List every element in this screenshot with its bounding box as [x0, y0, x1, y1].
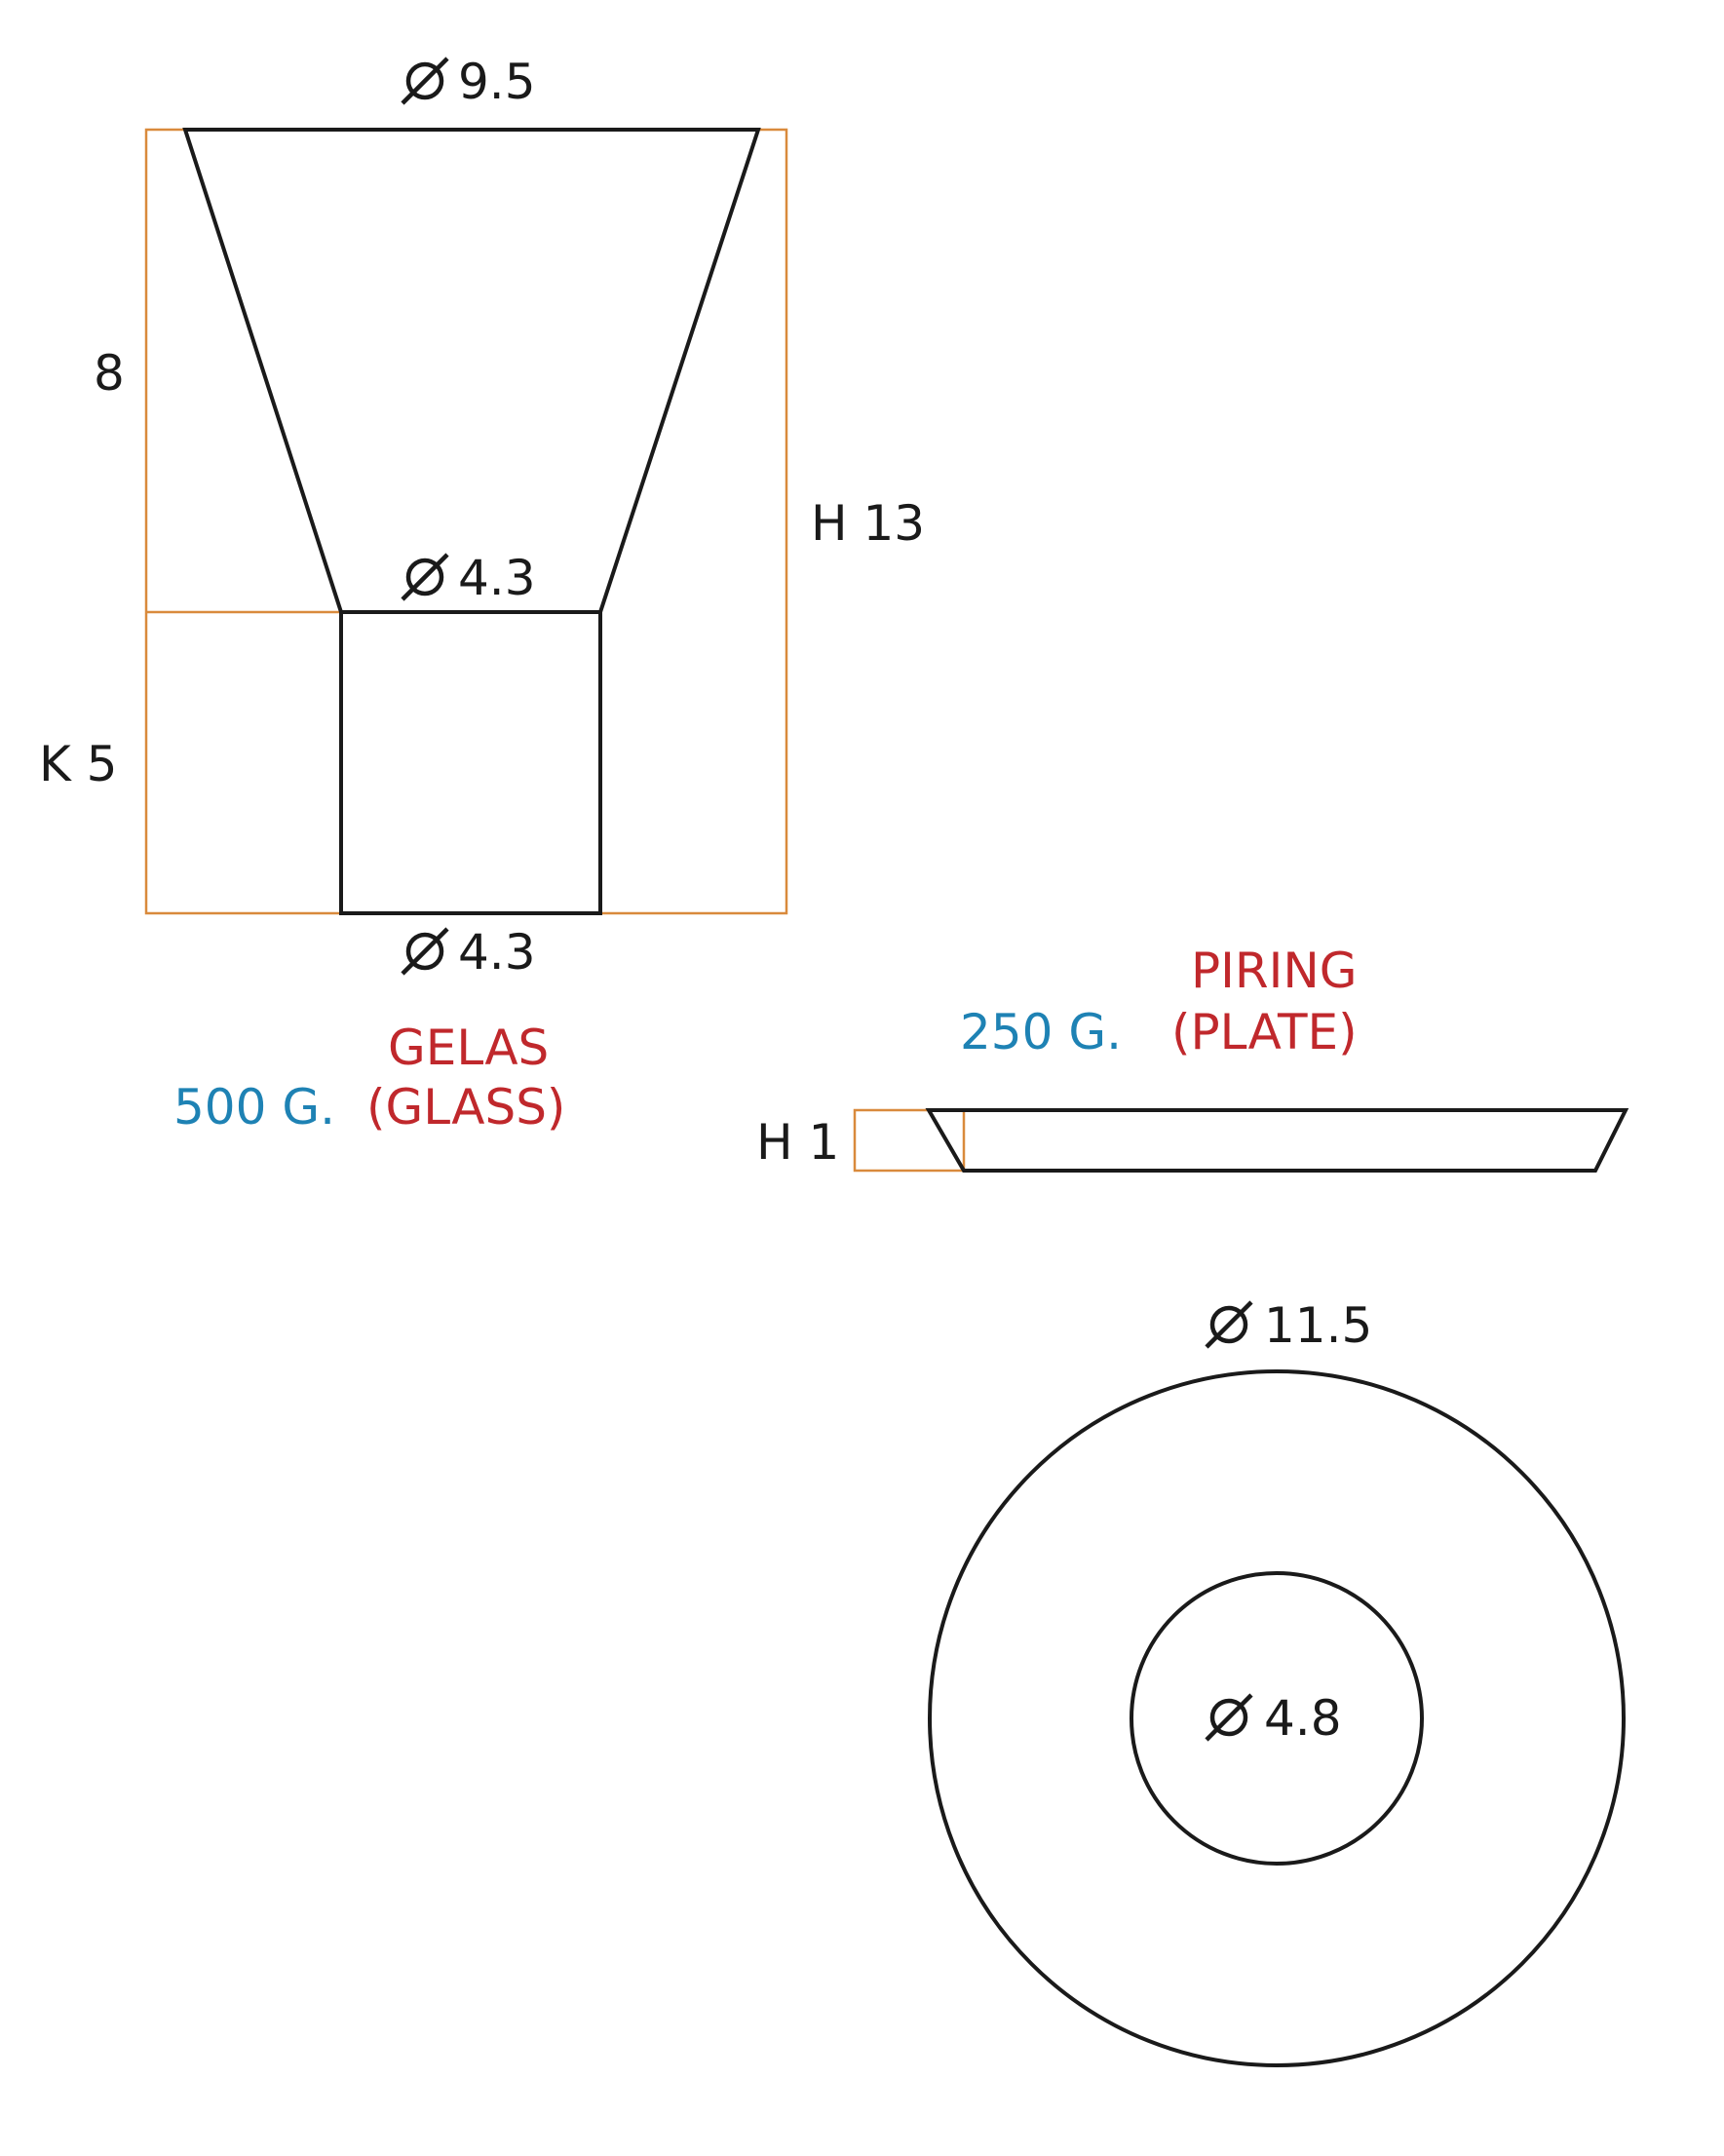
- plate-side-drawing: PIRING 250 G. (PLATE) H 1: [756, 943, 1629, 1173]
- glass-weight-label: 500 G.: [173, 1079, 335, 1136]
- glass-upper-height-value: 8: [94, 345, 125, 402]
- diameter-icon: [405, 932, 444, 971]
- plate-name-label: PIRING: [1191, 943, 1358, 999]
- diameter-icon: [1209, 1698, 1248, 1737]
- plate-top-drawing: 11.5 4.8: [928, 1297, 1626, 2067]
- glass-bottom-diameter-value: 4.3: [458, 924, 536, 981]
- glass-name-en-label: (GLASS): [366, 1079, 565, 1136]
- plate-outer-circle: [928, 1369, 1626, 2067]
- glass-name-label: GELAS: [388, 1020, 549, 1076]
- glass-bowl-outline: [182, 128, 761, 614]
- plate-side-outline: [925, 1108, 1629, 1173]
- diameter-icon-slash: [1205, 1693, 1253, 1742]
- plate-name-en-label: (PLATE): [1171, 1004, 1358, 1060]
- diameter-icon: [405, 61, 444, 100]
- plate-inner-circle: [1130, 1571, 1424, 1866]
- glass-lower-height-value: K 5: [39, 736, 118, 792]
- glass-bottom-diameter-dimension: 4.3: [401, 924, 536, 981]
- glass-middle-diameter-dimension: 4.3: [401, 550, 536, 606]
- diameter-icon: [405, 558, 444, 597]
- glass-total-height-value: H 13: [811, 495, 925, 552]
- plate-inner-diameter-dimension: 4.8: [1205, 1690, 1342, 1747]
- glass-bounding-guide: [144, 128, 788, 915]
- diameter-icon-slash: [1205, 1300, 1253, 1349]
- diameter-icon-slash: [401, 927, 449, 976]
- plate-height-guide: [853, 1108, 966, 1173]
- diameter-icon-slash: [401, 57, 449, 105]
- plate-inner-diameter-value: 4.8: [1264, 1690, 1342, 1747]
- plate-height-value: H 1: [756, 1114, 839, 1171]
- plate-outer-diameter-dimension: 11.5: [1205, 1297, 1372, 1354]
- glass-top-diameter-dimension: 9.5: [401, 54, 536, 110]
- glass-drawing: 9.5 4.3 4.3 8 K 5 H 13 GELAS 500 G. (GLA…: [39, 54, 925, 1136]
- plate-weight-label: 250 G.: [960, 1004, 1122, 1060]
- glass-base-outline: [339, 610, 602, 915]
- glass-top-diameter-value: 9.5: [458, 54, 536, 110]
- plate-outer-diameter-value: 11.5: [1264, 1297, 1372, 1354]
- diameter-icon: [1209, 1305, 1248, 1344]
- glass-middle-diameter-value: 4.3: [458, 550, 536, 606]
- diameter-icon-slash: [401, 553, 449, 601]
